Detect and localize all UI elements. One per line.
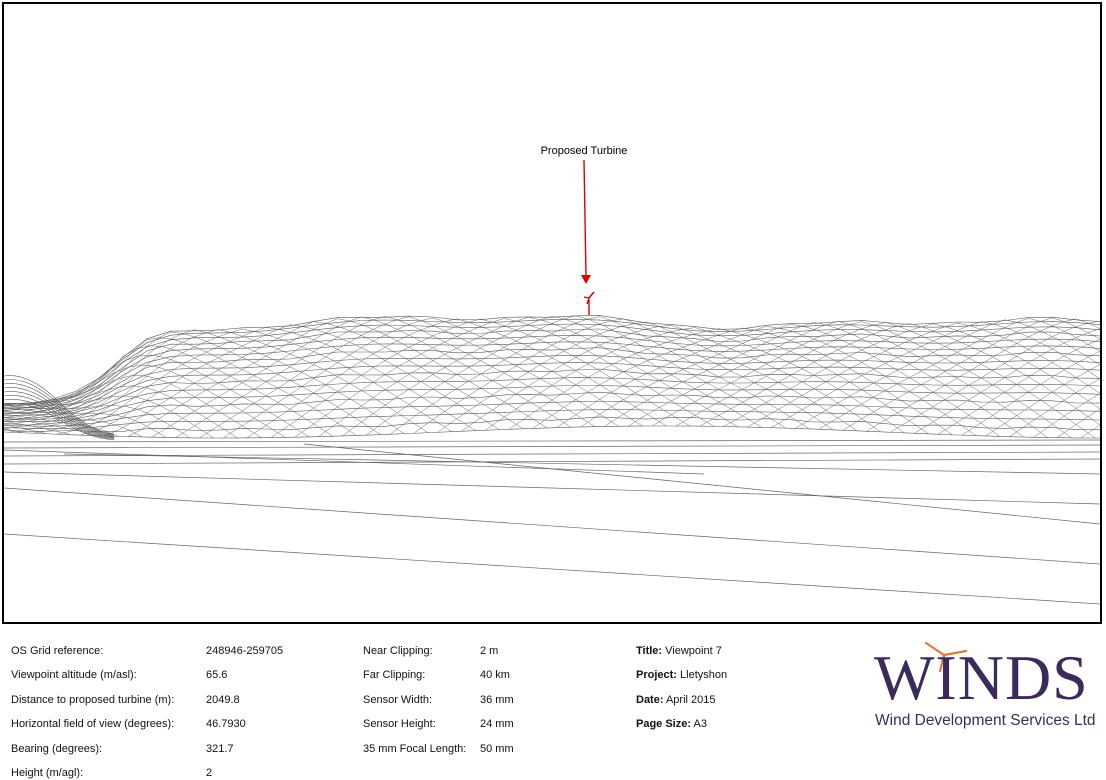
logo-wordmark: WINDS [874,642,1089,713]
page-size-label: Page Size: [636,718,692,730]
height-value: 2 [206,767,213,779]
annotation-arrow [583,159,587,277]
focal-length-label: 35 mm Focal Length: [363,743,467,755]
turbine-icon [583,291,595,315]
bearing-value: 321.7 [206,743,234,755]
date-label: Date: [636,694,664,706]
field-of-view-label: Horizontal field of view (degrees): [11,718,175,730]
logo-subtitle: Wind Development Services Ltd [875,712,1096,729]
page-size-value: A3 [693,718,707,730]
logo-turbine-icon [924,641,968,697]
sensor-height-label: Sensor Height: [363,718,436,730]
date-field: Date: April 2015 [636,694,716,706]
wireframe-viewport: Proposed Turbine [2,2,1102,624]
near-clipping-label: Near Clipping: [363,645,433,657]
height-label: Height (m/agl): [11,767,84,779]
proposed-turbine-label: Proposed Turbine [540,145,628,157]
distance-value: 2049.8 [206,694,240,706]
viewpoint-altitude-label: Viewpoint altitude (m/asl): [11,669,137,681]
info-panel: OS Grid reference: 248946-259705 Viewpoi… [0,630,1106,780]
far-clipping-label: Far Clipping: [363,669,426,681]
sensor-width-value: 36 mm [480,694,514,706]
sensor-height-value: 24 mm [480,718,514,730]
os-grid-label: OS Grid reference: [11,645,104,657]
annotation-arrowhead [581,275,591,284]
bearing-label: Bearing (degrees): [11,743,103,755]
sensor-width-label: Sensor Width: [363,694,433,706]
page-size-field: Page Size: A3 [636,718,707,730]
title-value: Viewpoint 7 [665,645,722,657]
project-value: Lletyshon [680,669,728,681]
winds-logo: WINDS Wind Development Services Ltd [870,637,1106,737]
near-clipping-value: 2 m [480,645,499,657]
project-field: Project: Lletyshon [636,669,727,681]
project-label: Project: [636,669,677,681]
viewpoint-altitude-value: 65.6 [206,669,228,681]
terrain-wireframe [4,159,1100,605]
date-value: April 2015 [665,694,716,706]
os-grid-value: 248946-259705 [206,645,284,657]
title-field: Title: Viewpoint 7 [636,645,722,657]
focal-length-value: 50 mm [480,743,514,755]
far-clipping-value: 40 km [480,669,510,681]
title-label: Title: [636,645,663,657]
field-of-view-value: 46.7930 [206,718,246,730]
distance-label: Distance to proposed turbine (m): [11,694,175,706]
